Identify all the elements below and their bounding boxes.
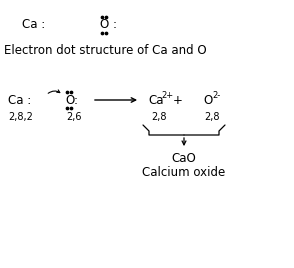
Text: 2,8: 2,8 bbox=[204, 112, 220, 122]
Text: O:: O: bbox=[65, 94, 78, 106]
Text: 2,6: 2,6 bbox=[66, 112, 81, 122]
Text: 2+: 2+ bbox=[161, 91, 173, 99]
Text: 2,8,2: 2,8,2 bbox=[8, 112, 33, 122]
Text: Calcium oxide: Calcium oxide bbox=[142, 166, 225, 178]
Text: Ca :: Ca : bbox=[8, 94, 31, 106]
Text: O: O bbox=[203, 94, 212, 106]
Text: Ca: Ca bbox=[148, 94, 163, 106]
Text: O :: O : bbox=[100, 18, 117, 32]
FancyArrowPatch shape bbox=[48, 90, 60, 93]
Text: Electron dot structure of Ca and O: Electron dot structure of Ca and O bbox=[4, 43, 207, 57]
Text: +: + bbox=[173, 94, 183, 106]
Text: CaO: CaO bbox=[172, 151, 196, 165]
Text: 2,8: 2,8 bbox=[151, 112, 166, 122]
Text: 2-: 2- bbox=[212, 91, 220, 99]
Text: Ca :: Ca : bbox=[22, 18, 45, 32]
